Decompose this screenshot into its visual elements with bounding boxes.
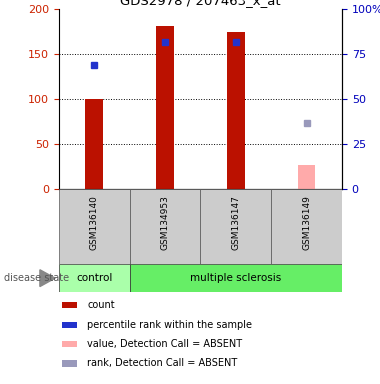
Bar — [156, 26, 174, 189]
Bar — [62, 322, 77, 328]
Bar — [62, 341, 77, 347]
Text: GSM136147: GSM136147 — [231, 195, 240, 250]
Text: GSM136140: GSM136140 — [90, 195, 99, 250]
Bar — [59, 189, 130, 264]
Bar — [130, 264, 342, 292]
Text: GSM134953: GSM134953 — [161, 195, 169, 250]
Text: rank, Detection Call = ABSENT: rank, Detection Call = ABSENT — [87, 358, 238, 368]
Text: percentile rank within the sample: percentile rank within the sample — [87, 320, 252, 330]
Text: control: control — [76, 273, 112, 283]
Text: GSM136149: GSM136149 — [302, 195, 311, 250]
Bar — [201, 189, 271, 264]
Text: count: count — [87, 300, 115, 310]
Text: multiple sclerosis: multiple sclerosis — [190, 273, 282, 283]
Bar — [86, 99, 103, 189]
Bar — [62, 302, 77, 308]
Bar — [271, 189, 342, 264]
Title: GDS2978 / 207463_x_at: GDS2978 / 207463_x_at — [120, 0, 281, 7]
Bar — [298, 165, 315, 189]
Polygon shape — [40, 270, 55, 286]
Bar — [59, 264, 130, 292]
Text: disease state: disease state — [4, 273, 69, 283]
Text: value, Detection Call = ABSENT: value, Detection Call = ABSENT — [87, 339, 242, 349]
Bar — [227, 31, 245, 189]
Bar — [130, 189, 201, 264]
Bar — [62, 360, 77, 366]
